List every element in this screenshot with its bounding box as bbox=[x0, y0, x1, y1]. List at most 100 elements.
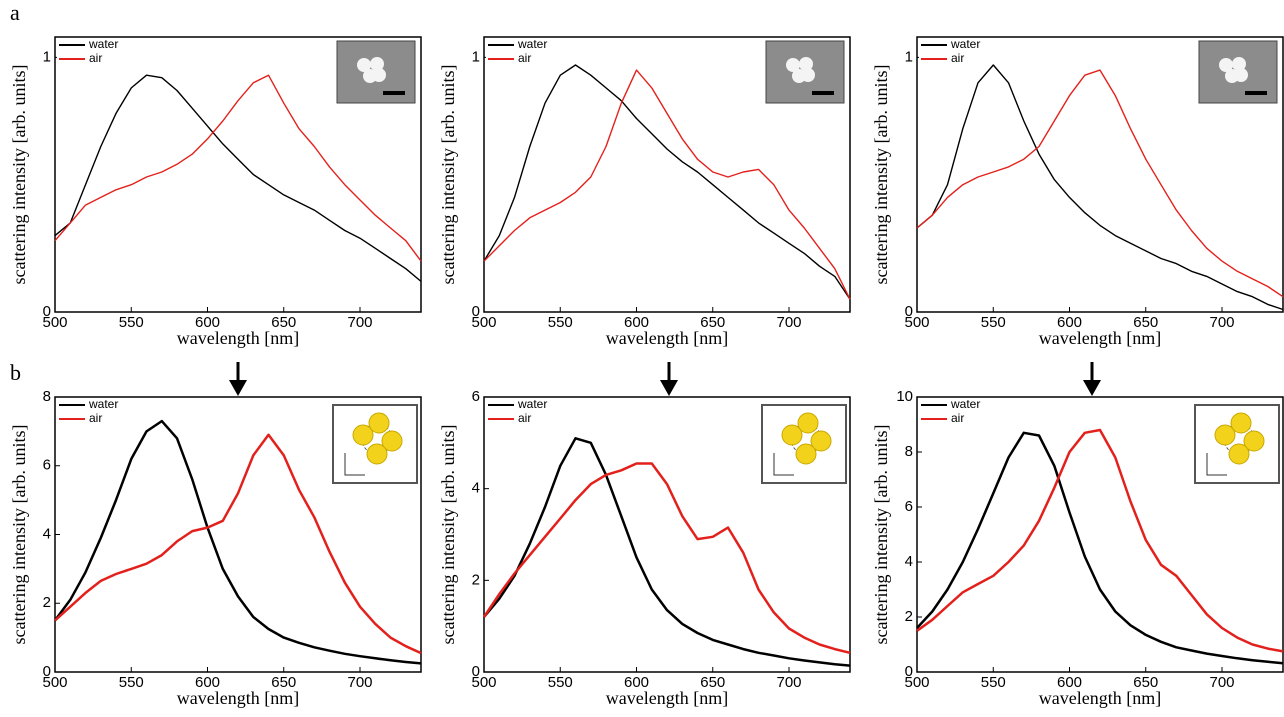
inset-particle bbox=[801, 68, 815, 82]
legend-label: air bbox=[518, 51, 531, 65]
legend-label: water bbox=[517, 397, 547, 411]
scale-bar bbox=[812, 91, 834, 95]
y-tick-label: 8 bbox=[905, 443, 913, 460]
legend-box bbox=[57, 38, 123, 68]
inset-sphere bbox=[1214, 424, 1236, 446]
data-line bbox=[483, 437, 851, 667]
x-tick-label: 600 bbox=[195, 674, 220, 691]
y-tick-label: 4 bbox=[472, 480, 480, 497]
x-tick-label: 650 bbox=[271, 314, 296, 331]
inset-particle bbox=[1219, 58, 1233, 72]
legend-label: water bbox=[950, 397, 980, 411]
data-line bbox=[53, 419, 422, 665]
arrow-head bbox=[229, 380, 247, 396]
inset-axes bbox=[344, 453, 365, 476]
inset-sphere bbox=[381, 430, 403, 452]
x-axis-label: wavelength [nm] bbox=[177, 688, 299, 708]
y-tick-label: 6 bbox=[472, 388, 480, 405]
y-tick-label: 10 bbox=[896, 388, 913, 405]
x-tick-label: 650 bbox=[700, 314, 725, 331]
inset-sphere bbox=[352, 424, 374, 446]
x-tick-label: 600 bbox=[1057, 674, 1082, 691]
y-tick-label: 0 bbox=[472, 663, 480, 680]
x-tick-label: 700 bbox=[776, 674, 801, 691]
y-tick-label: 2 bbox=[43, 594, 51, 611]
inset-particle bbox=[370, 57, 384, 71]
legend-label: air bbox=[951, 411, 964, 425]
y-tick-label: 1 bbox=[43, 48, 51, 65]
x-axis-label: wavelength [nm] bbox=[1039, 688, 1161, 708]
x-tick-label: 700 bbox=[776, 314, 801, 331]
x-tick-label: 550 bbox=[981, 314, 1006, 331]
x-tick-label: 700 bbox=[347, 674, 372, 691]
x-tick-label: 500 bbox=[42, 314, 67, 331]
x-tick-label: 600 bbox=[624, 314, 649, 331]
legend-box bbox=[919, 38, 985, 68]
y-axis-label: scattering intensity [arb. units] bbox=[438, 425, 458, 645]
legend-label: water bbox=[88, 37, 118, 51]
scale-bar bbox=[383, 91, 405, 95]
y-axis-label: scattering intensity [arb. units] bbox=[9, 65, 29, 285]
x-tick-label: 700 bbox=[347, 314, 372, 331]
data-line bbox=[54, 74, 422, 262]
inset-sphere bbox=[1228, 443, 1250, 465]
x-tick-label: 500 bbox=[471, 314, 496, 331]
y-tick-label: 2 bbox=[905, 608, 913, 625]
legend-label: water bbox=[88, 397, 118, 411]
x-tick-label: 650 bbox=[1133, 314, 1158, 331]
x-tick-label: 500 bbox=[471, 674, 496, 691]
y-tick-label: 6 bbox=[43, 457, 51, 474]
data-line bbox=[482, 462, 851, 655]
inset-sphere bbox=[1230, 412, 1252, 434]
x-tick-label: 650 bbox=[700, 674, 725, 691]
plot-frame bbox=[916, 36, 1284, 313]
plot-frame bbox=[916, 396, 1284, 673]
y-tick-label: 4 bbox=[905, 553, 913, 570]
x-tick-label: 700 bbox=[1209, 314, 1234, 331]
legend-label: air bbox=[89, 411, 102, 425]
x-axis-label: wavelength [nm] bbox=[606, 688, 728, 708]
x-tick-label: 550 bbox=[548, 314, 573, 331]
y-tick-label: 0 bbox=[905, 663, 913, 680]
legend-label: air bbox=[89, 51, 102, 65]
plot-frame bbox=[54, 36, 422, 313]
y-tick-label: 8 bbox=[43, 388, 51, 405]
inset-particle bbox=[1234, 68, 1248, 82]
x-tick-label: 500 bbox=[904, 314, 929, 331]
inset-particle bbox=[1232, 57, 1246, 71]
data-line bbox=[54, 74, 422, 282]
x-tick-label: 600 bbox=[1057, 314, 1082, 331]
x-tick-label: 500 bbox=[42, 674, 67, 691]
x-tick-label: 600 bbox=[624, 674, 649, 691]
x-tick-label: 600 bbox=[195, 314, 220, 331]
y-tick-label: 0 bbox=[472, 303, 480, 320]
legend-box bbox=[57, 398, 123, 428]
data-line bbox=[483, 69, 851, 300]
x-tick-label: 550 bbox=[119, 674, 144, 691]
data-line bbox=[916, 69, 1284, 298]
x-tick-label: 550 bbox=[981, 674, 1006, 691]
arrow-head bbox=[660, 380, 678, 396]
x-tick-label: 650 bbox=[1133, 674, 1158, 691]
inset-sphere bbox=[781, 424, 803, 446]
y-axis-label: scattering intensity [arb. units] bbox=[9, 425, 29, 645]
inset-axes bbox=[1206, 453, 1227, 476]
x-tick-label: 500 bbox=[904, 674, 929, 691]
inset-particle bbox=[372, 68, 386, 82]
panel-label: a bbox=[10, 0, 20, 25]
plot-frame bbox=[483, 36, 851, 313]
data-line bbox=[916, 431, 1284, 665]
arrow-head bbox=[1083, 380, 1101, 396]
legend-box bbox=[486, 398, 552, 428]
y-tick-label: 1 bbox=[472, 48, 480, 65]
inset-particle bbox=[799, 57, 813, 71]
y-axis-label: scattering intensity [arb. units] bbox=[438, 65, 458, 285]
inset-sphere bbox=[1243, 430, 1265, 452]
x-axis-label: wavelength [nm] bbox=[1039, 328, 1161, 348]
legend-label: air bbox=[518, 411, 531, 425]
y-tick-label: 0 bbox=[43, 303, 51, 320]
x-tick-label: 650 bbox=[271, 674, 296, 691]
y-tick-label: 2 bbox=[472, 571, 480, 588]
y-tick-label: 6 bbox=[905, 498, 913, 515]
panel-label: b bbox=[10, 360, 21, 385]
